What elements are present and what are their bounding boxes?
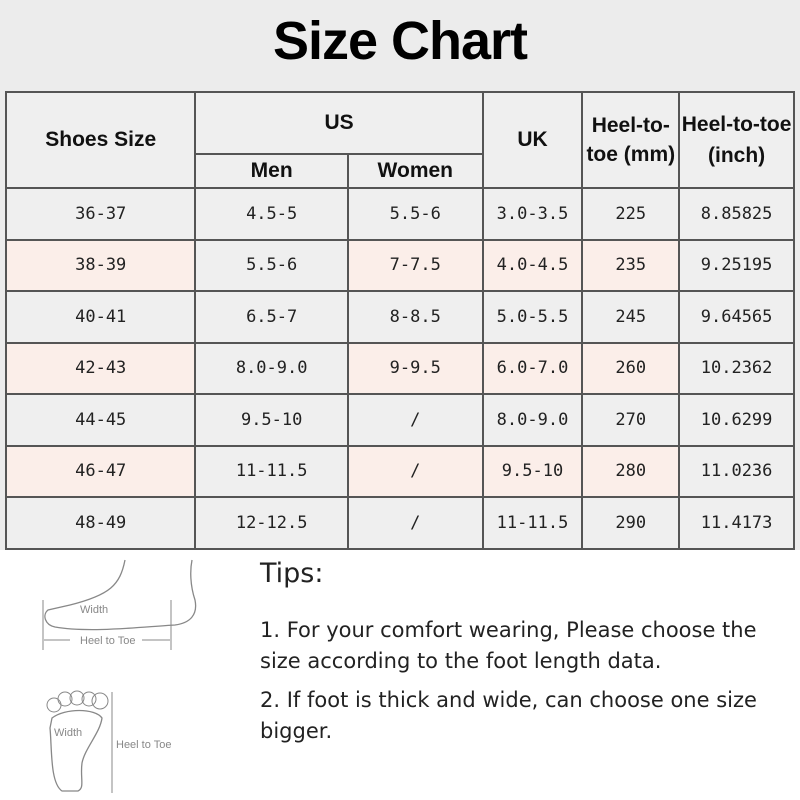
cell-uk: 5.0-5.5: [481, 290, 584, 344]
table-row: 46-47 11-11.5/9.5-10 280 11.0236: [4, 444, 795, 498]
cell-us-men: 12-12.5: [194, 496, 349, 550]
table-row: 42-43 8.0-9.0 9-9.5 6.0-7.0 260 10.2362: [4, 341, 795, 395]
header-shoes-size: Shoes Size: [4, 91, 197, 189]
cell-heel-mm: 260: [581, 341, 681, 395]
side-foot-diagram: Width Heel to Toe: [42, 559, 197, 650]
cell-heel-inch: 10.6299: [678, 393, 795, 447]
sole-foot-diagram: Width Heel to Toe: [46, 690, 171, 793]
cell-uk: 11-11.5: [481, 496, 584, 550]
table-row: 40-41 6.5-7 8-8.5 5.0-5.5 245 9.64565: [4, 290, 795, 344]
header-women: Women: [346, 153, 484, 189]
width-label: Width: [80, 604, 108, 616]
cell-us-men: 5.5-6: [194, 238, 349, 292]
header-uk: UK: [481, 91, 584, 189]
cell-us-women: /: [346, 444, 484, 498]
cell-heel-mm: 235: [581, 238, 681, 292]
cell-uk: 8.0-9.0: [481, 393, 584, 447]
cell-heel-inch: 9.25195: [678, 238, 795, 292]
cell-shoes-size: 40-41: [4, 290, 197, 344]
cell-heel-inch: 10.2362: [678, 341, 795, 395]
page-title: Size Chart: [272, 11, 528, 71]
heel-to-toe-label: Heel to Toe: [80, 635, 135, 647]
width-label: Width: [54, 727, 82, 739]
table-row: 36-37 4.5-5 5.5-6 3.0-3.5 225 8.85825: [4, 187, 795, 241]
table-row: 44-45 9.5-10/8.0-9.0 270 10.6299: [4, 393, 795, 447]
table-row: 48-49 12-12.5/11-11.5 290 11.4173: [4, 496, 795, 550]
cell-us-men: 9.5-10: [194, 393, 349, 447]
cell-us-women: 7-7.5: [346, 238, 484, 292]
cell-uk: 4.0-4.5: [481, 238, 584, 292]
tips-heading: Tips:: [260, 558, 324, 589]
cell-heel-mm: 225: [581, 187, 681, 241]
cell-uk: 9.5-10: [481, 444, 584, 498]
tip-item: 2. If foot is thick and wide, can choose…: [260, 688, 757, 743]
cell-us-men: 11-11.5: [194, 444, 349, 498]
header-heel-inch: Heel-to-toe (inch): [678, 91, 795, 189]
cell-uk: 6.0-7.0: [481, 341, 584, 395]
cell-us-women: /: [346, 496, 484, 550]
cell-us-women: /: [346, 393, 484, 447]
header-us: US: [194, 91, 484, 155]
cell-heel-mm: 290: [581, 496, 681, 550]
table-row: 38-39 5.5-6 7-7.5 4.0-4.5 235 9.25195: [4, 238, 795, 292]
cell-uk: 3.0-3.5: [481, 187, 584, 241]
cell-heel-mm: 245: [581, 290, 681, 344]
cell-shoes-size: 36-37: [4, 187, 197, 241]
cell-shoes-size: 48-49: [4, 496, 197, 550]
cell-heel-mm: 280: [581, 444, 681, 498]
size-table: Shoes Size US UK Heel-to-toe (mm) Heel-t…: [4, 91, 795, 550]
heel-to-toe-label: Heel to Toe: [116, 739, 171, 751]
cell-heel-inch: 9.64565: [678, 290, 795, 344]
tip-item: 1. For your comfort wearing, Please choo…: [260, 618, 757, 673]
cell-us-women: 8-8.5: [346, 290, 484, 344]
cell-shoes-size: 46-47: [4, 444, 197, 498]
cell-us-women: 9-9.5: [346, 341, 484, 395]
cell-us-women: 5.5-6: [346, 187, 484, 241]
cell-heel-inch: 8.85825: [678, 187, 795, 241]
header-heel-mm: Heel-to-toe (mm): [581, 91, 681, 189]
cell-shoes-size: 44-45: [4, 393, 197, 447]
cell-heel-mm: 270: [581, 393, 681, 447]
cell-heel-inch: 11.0236: [678, 444, 795, 498]
cell-shoes-size: 38-39: [4, 238, 197, 292]
cell-shoes-size: 42-43: [4, 341, 197, 395]
tips-section: Tips: 1. For your comfort wearing, Pleas…: [260, 558, 760, 755]
cell-us-men: 8.0-9.0: [194, 341, 349, 395]
cell-us-men: 4.5-5: [194, 187, 349, 241]
cell-heel-inch: 11.4173: [678, 496, 795, 550]
header-men: Men: [194, 153, 349, 189]
cell-us-men: 6.5-7: [194, 290, 349, 344]
